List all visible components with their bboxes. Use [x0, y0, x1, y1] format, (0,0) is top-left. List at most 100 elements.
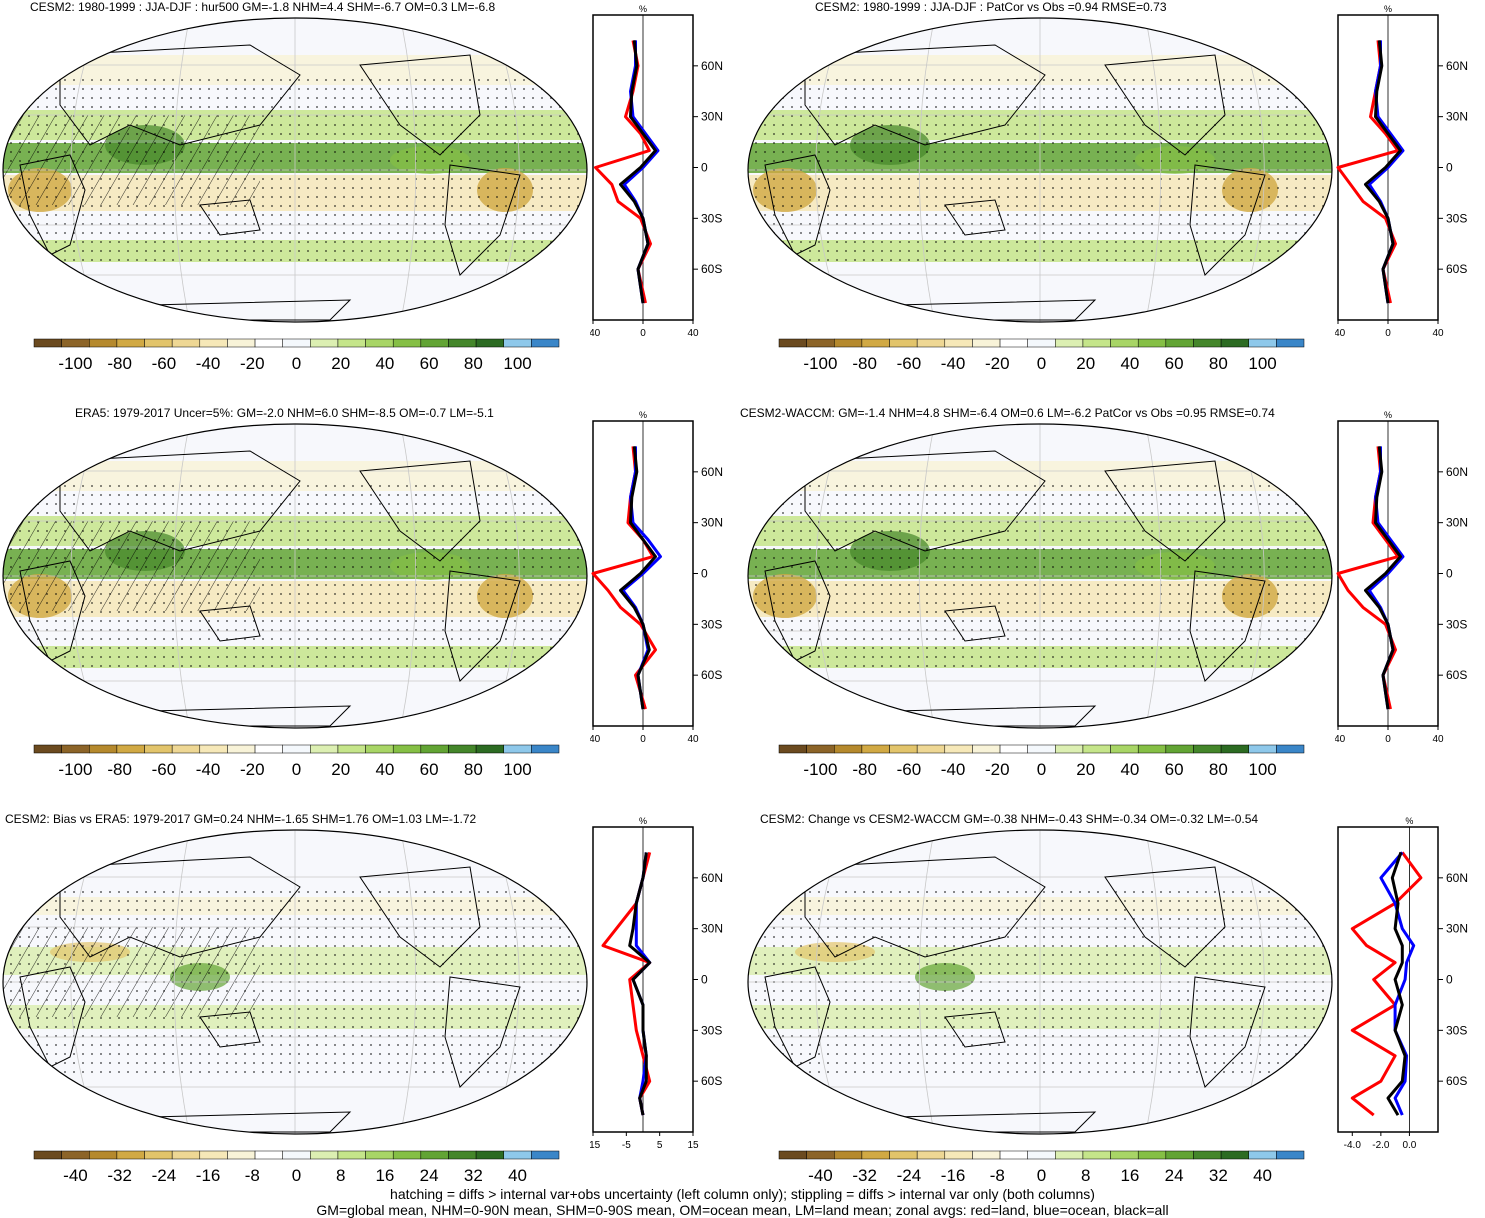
- colorbar-tick-label: 0: [292, 1166, 301, 1185]
- colorbar-swatch: [861, 1150, 890, 1160]
- colorbar-swatch: [475, 744, 504, 754]
- colorbar-tick-label: 20: [1076, 760, 1095, 779]
- colorbar-swatch: [861, 338, 890, 348]
- panel-title: ERA5: 1979-2017 Uncer=5%: GM=-2.0 NHM=6.…: [75, 406, 494, 420]
- coastline-0: [19, 966, 86, 1068]
- coastline-4: [1189, 570, 1266, 682]
- colorbar-swatch: [1276, 338, 1305, 348]
- zonal-series-line-0: [594, 40, 652, 304]
- colorbar-tick-label: 100: [503, 760, 531, 779]
- map-outline: [747, 423, 1333, 729]
- colorbar-swatch: [1137, 1150, 1167, 1160]
- colorbar-tick-label: -20: [240, 760, 265, 779]
- colorbar-swatch: [999, 1150, 1028, 1160]
- panel-p3: ERA5: 1979-2017 Uncer=5%: GM=-2.0 NHM=6.…: [0, 406, 742, 812]
- colorbar-tick-label: -40: [196, 760, 221, 779]
- zonal-series-line-2: [1364, 40, 1402, 304]
- colorbar-tick-label: 0: [292, 354, 301, 373]
- hatching: [3, 115, 260, 205]
- colorbar-swatch: [889, 1150, 918, 1160]
- colorbar-tick-label: 32: [1209, 1166, 1228, 1185]
- zonal-axes-frame: [1337, 826, 1439, 1133]
- zonal-x-tick-label: 15: [687, 1140, 699, 1151]
- colorbar-tick-label: 80: [1209, 354, 1228, 373]
- colorbar-swatch: [1110, 1150, 1139, 1160]
- panel-p5: CESM2: Bias vs ERA5: 1979-2017 GM=0.24 N…: [0, 812, 742, 1218]
- colorbar-swatch: [116, 338, 145, 348]
- colorbar-swatch: [254, 744, 283, 754]
- colorbar-tick-label: 16: [375, 1166, 394, 1185]
- map-plot: [0, 827, 590, 1137]
- colorbar-swatch: [61, 338, 90, 348]
- map-plot: [0, 15, 590, 325]
- lat-tick-label: 60S: [1446, 668, 1467, 682]
- colorbar-tick-label: -32: [852, 1166, 877, 1185]
- coastline-2: [199, 605, 261, 642]
- panel-title: CESM2: 1980-1999 : JJA-DJF : hur500 GM=-…: [30, 0, 496, 14]
- colorbar-swatch: [475, 338, 504, 348]
- colorbar-swatch: [337, 744, 366, 754]
- colorbar-swatch: [1137, 338, 1167, 348]
- colorbar-swatch: [227, 744, 256, 754]
- colorbar-swatch: [999, 338, 1028, 348]
- colorbar-swatch: [282, 338, 311, 348]
- colorbar-swatch: [972, 338, 1001, 348]
- colorbar-swatch: [1220, 1150, 1249, 1160]
- colorbar-swatch: [420, 338, 449, 348]
- colorbar-swatch: [144, 1150, 173, 1160]
- colorbar-swatch: [33, 1150, 62, 1160]
- colorbar-swatch: [282, 1150, 311, 1160]
- colorbar-swatch: [365, 744, 394, 754]
- colorbar-swatch: [1082, 744, 1111, 754]
- colorbar-tick-label: -16: [941, 1166, 966, 1185]
- colorbar-swatch: [144, 744, 173, 754]
- colorbar-swatch: [531, 338, 560, 348]
- colorbar-tick-label: -80: [852, 760, 877, 779]
- colorbar-swatch: [199, 1150, 228, 1160]
- colorbar-swatch: [1220, 338, 1249, 348]
- colorbar-swatch: [61, 1150, 90, 1160]
- colorbar-tick-label: -20: [240, 354, 265, 373]
- zonal-x-tick-label: 40: [687, 328, 699, 339]
- colorbar-swatch: [448, 744, 477, 754]
- colorbar-swatch: [944, 1150, 973, 1160]
- colorbar-swatch: [806, 744, 835, 754]
- panel-title: CESM2: Bias vs ERA5: 1979-2017 GM=0.24 N…: [5, 812, 477, 826]
- zonal-x-tick-label: -40: [590, 328, 601, 339]
- panel-title: CESM2: Change vs CESM2-WACCM GM=-0.38 NH…: [760, 812, 1259, 826]
- zonal-unit-label: %: [639, 4, 647, 14]
- colorbar-swatch: [1137, 744, 1167, 754]
- colorbar-swatch: [392, 744, 422, 754]
- colorbar-swatch: [861, 744, 890, 754]
- colorbar-tick-label: 100: [1248, 760, 1276, 779]
- zonal-series-line-2: [1364, 446, 1402, 710]
- colorbar-tick-label: -60: [152, 354, 177, 373]
- colorbar-swatch: [337, 338, 366, 348]
- colorbar-swatch: [1220, 744, 1249, 754]
- coastline-2: [199, 1011, 261, 1048]
- colorbar-tick-label: 0: [1037, 354, 1046, 373]
- lat-tick-label: 30N: [1446, 110, 1468, 124]
- zonal-unit-label: %: [1384, 410, 1392, 420]
- panel-title: CESM2-WACCM: GM=-1.4 NHM=4.8 SHM=-6.4 OM…: [740, 406, 1275, 420]
- colorbar-tick-label: 20: [331, 354, 350, 373]
- colorbar-tick-label: -24: [152, 1166, 177, 1185]
- map-plot: [0, 421, 590, 731]
- colorbar-swatch: [420, 744, 449, 754]
- hatching: [3, 927, 260, 1017]
- colorbar-tick-label: 40: [375, 354, 394, 373]
- lat-tick-label: 60N: [1446, 871, 1468, 885]
- lat-tick-label: 0: [701, 161, 708, 175]
- colorbar-swatch: [1276, 1150, 1305, 1160]
- colorbar-swatch: [310, 338, 339, 348]
- colorbar-swatch: [89, 338, 118, 348]
- lat-tick-label: 0: [1446, 973, 1453, 987]
- footer-line-2: GM=global mean, NHM=0-90N mean, SHM=0-90…: [316, 1202, 1169, 1218]
- colorbar-tick-label: 80: [464, 760, 483, 779]
- zonal-series-line-0: [1336, 446, 1400, 710]
- hatching: [3, 521, 260, 611]
- colorbar-swatch: [254, 338, 283, 348]
- panel-p4: CESM2-WACCM: GM=-1.4 NHM=4.8 SHM=-6.4 OM…: [740, 406, 1485, 812]
- colorbar-swatch: [1193, 1150, 1222, 1160]
- coastline-2: [944, 1011, 1006, 1048]
